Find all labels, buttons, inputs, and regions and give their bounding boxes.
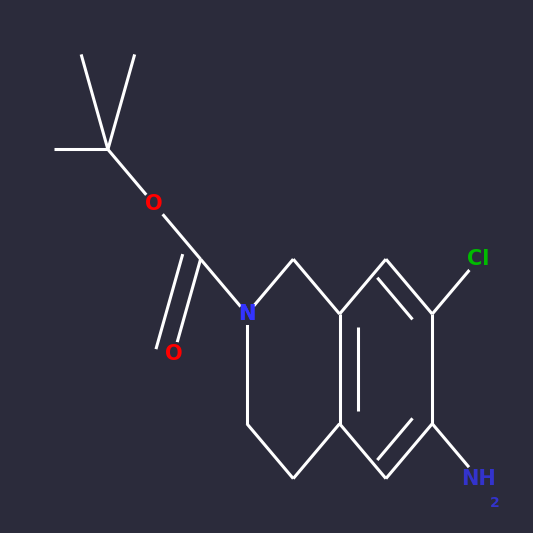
Point [474, 474, 483, 483]
Text: O: O [165, 344, 183, 364]
Point [169, 350, 178, 358]
Text: N: N [238, 304, 256, 324]
Text: N: N [238, 304, 256, 324]
Point [474, 255, 483, 263]
Point [150, 200, 158, 208]
Text: Cl: Cl [467, 249, 490, 269]
Text: NH: NH [461, 469, 496, 489]
Text: 2: 2 [490, 496, 500, 510]
Text: O: O [146, 195, 163, 214]
Point [243, 310, 251, 318]
